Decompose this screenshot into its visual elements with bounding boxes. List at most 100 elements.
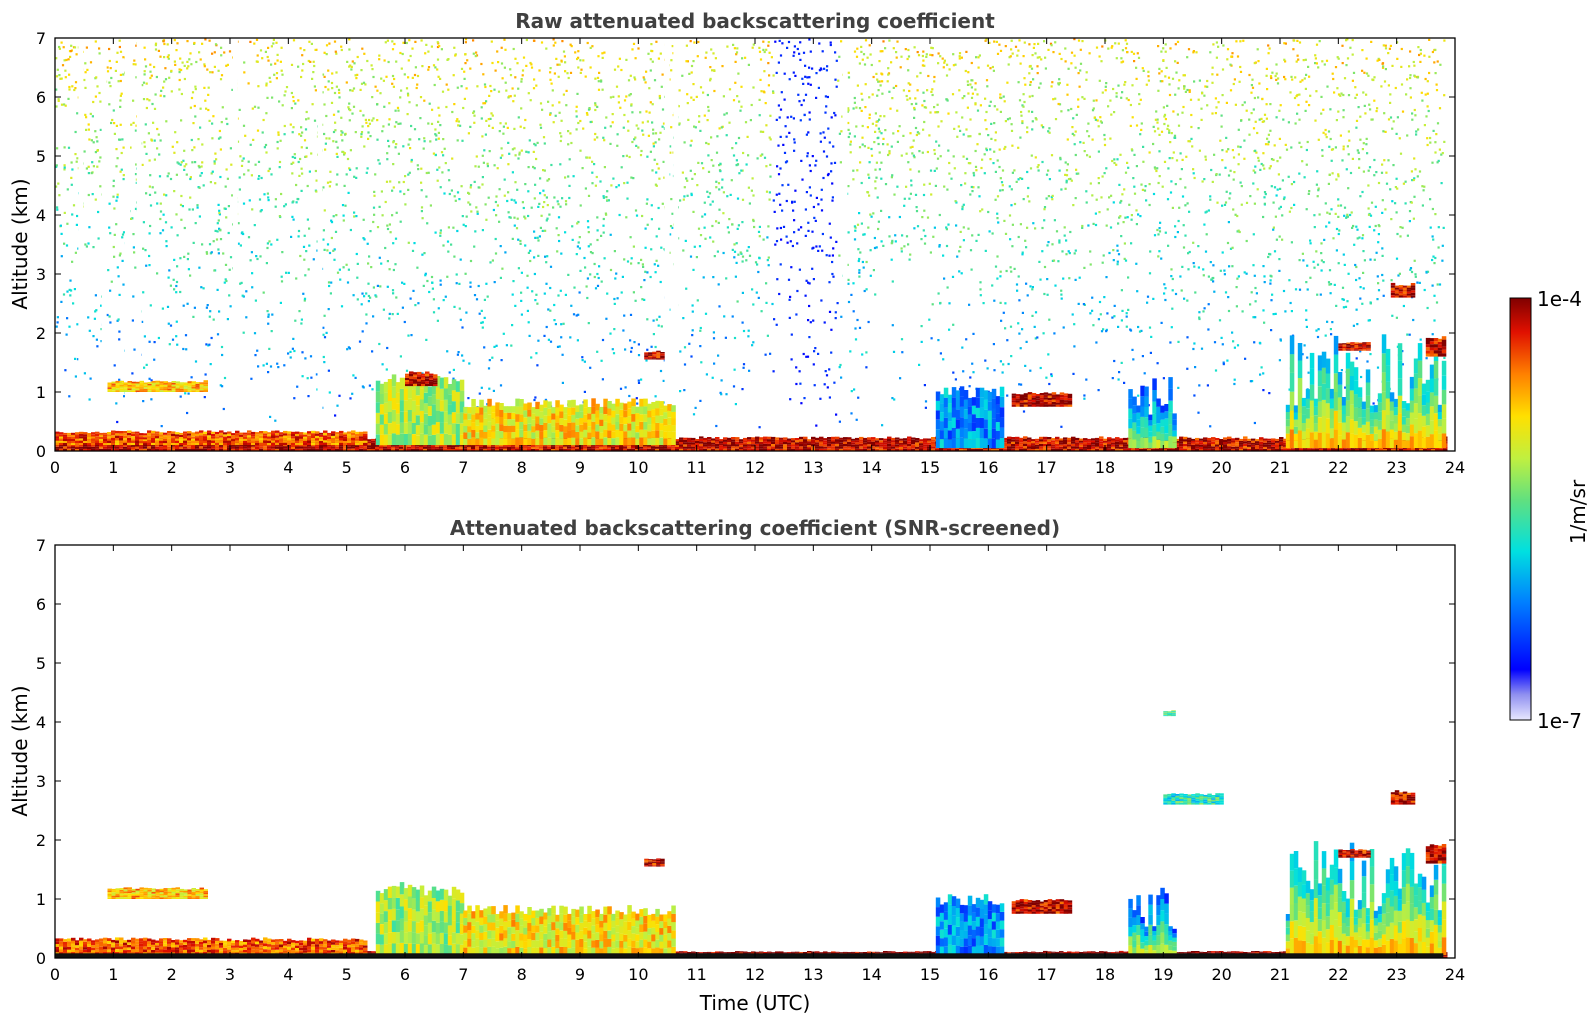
noise-pixel — [871, 93, 874, 96]
noise-pixel — [718, 305, 721, 308]
noise-pixel — [1348, 139, 1351, 142]
noise-pixel — [63, 242, 66, 245]
noise-pixel — [792, 117, 795, 120]
noise-pixel — [521, 74, 524, 77]
noise-pixel — [1209, 425, 1212, 428]
noise-pixel — [706, 190, 709, 193]
noise-pixel — [801, 178, 804, 181]
noise-pixel — [826, 386, 829, 389]
noise-pixel — [163, 193, 166, 196]
noise-pixel — [265, 82, 268, 85]
noise-pixel — [699, 129, 702, 132]
noise-pixel — [790, 358, 793, 361]
noise-pixel — [395, 143, 398, 146]
noise-pixel — [657, 206, 660, 210]
noise-pixel — [633, 76, 636, 79]
noise-pixel — [1089, 250, 1092, 253]
noise-pixel — [1146, 301, 1149, 304]
noise-pixel — [671, 212, 674, 215]
noise-pixel — [1305, 281, 1308, 284]
noise-pixel — [483, 298, 486, 301]
noise-pixel — [581, 359, 584, 362]
noise-pixel — [96, 165, 99, 168]
noise-pixel — [691, 334, 694, 337]
noise-pixel — [1132, 177, 1135, 180]
noise-pixel — [853, 50, 857, 53]
noise-pixel — [752, 194, 755, 197]
noise-pixel — [583, 390, 586, 393]
noise-pixel — [766, 334, 769, 337]
noise-pixel — [780, 91, 783, 94]
noise-pixel — [1205, 233, 1208, 236]
noise-pixel — [403, 73, 406, 76]
noise-pixel — [1186, 336, 1189, 339]
noise-pixel — [1305, 100, 1308, 103]
noise-pixel — [1187, 140, 1190, 143]
noise-pixel — [250, 174, 253, 177]
noise-pixel — [60, 103, 64, 106]
noise-pixel — [72, 204, 76, 207]
noise-pixel — [409, 138, 412, 141]
noise-pixel — [998, 165, 1001, 169]
noise-pixel — [323, 248, 326, 251]
noise-pixel — [735, 164, 738, 167]
noise-pixel — [679, 199, 682, 202]
noise-pixel — [823, 383, 826, 386]
noise-pixel — [731, 223, 734, 226]
noise-pixel — [961, 208, 964, 211]
noise-pixel — [723, 113, 726, 116]
noise-pixel — [224, 207, 227, 210]
noise-pixel — [115, 402, 118, 405]
noise-pixel — [425, 43, 428, 46]
noise-pixel — [1339, 134, 1342, 137]
noise-pixel — [1030, 67, 1034, 70]
noise-pixel — [629, 74, 632, 77]
noise-pixel — [434, 128, 437, 131]
noise-pixel — [560, 135, 563, 138]
noise-pixel — [303, 299, 306, 302]
noise-pixel — [1358, 277, 1361, 280]
noise-pixel — [70, 289, 73, 292]
noise-pixel — [731, 248, 734, 251]
noise-pixel — [469, 281, 472, 284]
noise-pixel — [1297, 58, 1300, 61]
noise-pixel — [447, 226, 450, 229]
noise-pixel — [494, 69, 497, 72]
noise-pixel — [733, 243, 736, 246]
noise-pixel — [1281, 214, 1284, 217]
noise-pixel — [1174, 292, 1178, 296]
noise-pixel — [386, 260, 389, 263]
noise-pixel — [386, 224, 389, 227]
noise-pixel — [527, 92, 530, 95]
noise-pixel — [434, 231, 437, 234]
noise-pixel — [438, 114, 441, 117]
noise-pixel — [330, 236, 333, 240]
noise-pixel — [776, 165, 779, 168]
noise-pixel — [863, 145, 866, 148]
noise-pixel — [1156, 362, 1159, 365]
noise-pixel — [729, 193, 732, 196]
noise-pixel — [293, 156, 297, 159]
noise-pixel — [1274, 74, 1277, 78]
noise-pixel — [469, 184, 473, 187]
noise-pixel — [1243, 271, 1246, 274]
noise-pixel — [707, 154, 710, 157]
noise-pixel — [1409, 87, 1412, 90]
noise-pixel — [830, 351, 833, 354]
noise-pixel — [63, 146, 66, 149]
noise-pixel — [637, 354, 641, 357]
noise-pixel — [884, 183, 888, 186]
noise-pixel — [908, 89, 911, 93]
noise-pixel — [969, 193, 972, 196]
noise-pixel — [1047, 169, 1050, 172]
noise-pixel — [359, 88, 362, 91]
noise-pixel — [1064, 161, 1067, 164]
noise-pixel — [1206, 384, 1209, 387]
noise-pixel — [268, 76, 271, 79]
noise-pixel — [1293, 39, 1296, 42]
noise-pixel — [115, 223, 118, 226]
noise-pixel — [1021, 104, 1024, 107]
noise-pixel — [87, 172, 90, 175]
noise-pixel — [85, 128, 88, 131]
noise-pixel — [1002, 95, 1005, 98]
